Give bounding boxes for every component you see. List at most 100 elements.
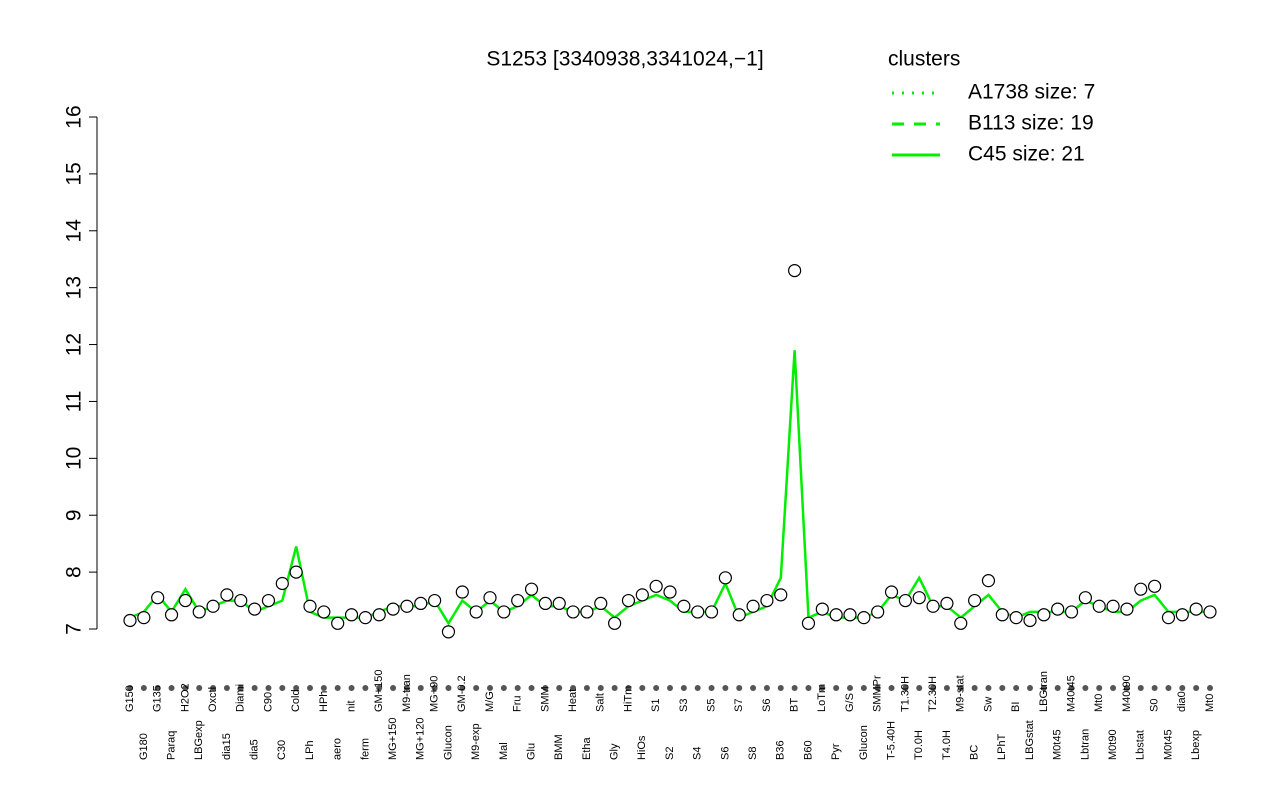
data-point [1148,579,1162,593]
rug-dot [1193,685,1200,691]
data-point [1175,608,1189,622]
x-tick-label: MG+150 [387,718,399,761]
rug-dot [971,685,978,691]
x-tick-label: M40t45 [1065,675,1077,712]
rug-dot [1165,685,1172,691]
x-tick-label: Pyr [830,743,842,760]
x-tick-label: B36 [775,740,787,760]
rug-dot [860,685,867,691]
x-tick-label: T2.30H [927,676,939,712]
x-tick-label: LPhT [996,733,1008,760]
data-point [524,582,539,596]
x-tick-label: S1 [650,699,662,712]
data-point [469,605,483,619]
rug-dot [348,685,355,691]
rug-dot [639,685,646,691]
x-tick-label: Lbtran [1079,729,1091,760]
data-point [1189,602,1203,616]
data-point [248,602,262,616]
data-point [926,599,940,613]
x-tick-label: SMMPr [872,675,884,712]
data-point [732,608,746,622]
data-point [594,596,608,611]
x-tick-label: Mt0 [1093,694,1105,712]
x-tick-label: S6 [761,699,773,712]
rug-dot [279,685,286,691]
cluster-line [129,350,1210,626]
x-tick-label: Sw [982,697,994,712]
data-point [677,599,691,613]
x-tick-label: G/S [844,693,856,712]
x-tick-label: aero [332,738,344,760]
data-point [1092,599,1106,613]
x-tick-label: S3 [678,699,690,712]
x-tick-label: M0t45 [1052,729,1064,760]
data-point [1051,602,1065,616]
data-point [898,593,912,608]
data-point [663,585,677,599]
data-point [428,593,442,608]
rug-dot [334,685,341,691]
data-point [968,593,982,608]
rug-dot [293,685,300,691]
rug-dot [445,685,452,691]
rug-dot [570,685,577,691]
data-point [760,593,774,608]
data-point [123,613,137,628]
y-tick-label: 10 [63,447,86,470]
rug-dot [265,685,272,691]
data-point [801,616,816,630]
x-tick-label: Oxctl [207,687,219,712]
x-tick-label: S4 [692,747,704,760]
legend-title: clusters [888,48,960,71]
data-point [1161,611,1176,625]
data-point [497,605,511,619]
data-point [843,608,857,622]
data-point [1023,613,1037,628]
x-tick-label: Salt [595,693,607,712]
data-point [940,596,954,611]
x-tick-label: M40t90 [1121,675,1133,712]
rug-dot [847,685,853,691]
rug-dot [611,685,618,691]
x-tick-label: Glu [525,743,537,760]
x-tick-label: LBGexp [193,720,205,760]
x-tick-label: Mt0 [1204,694,1216,712]
x-tick-label: dia0 [1176,691,1188,712]
rug-dot [154,685,161,691]
x-tick-label: H2O2 [179,683,191,712]
rug-dot [957,685,964,691]
x-tick-label: SMM [539,686,551,712]
x-tick-label: GM+150 [373,670,385,713]
data-point [871,605,885,619]
x-tick-label: LPh [304,740,316,760]
x-tick-label: Etha [581,736,593,760]
rug-dot [362,685,369,691]
x-tick-label: S0 [1149,699,1161,712]
rug-dot [182,685,189,691]
data-point [151,591,165,605]
rug-dot [528,685,535,691]
data-point [206,599,220,613]
x-tick-label: S2 [664,747,676,760]
data-point [178,593,192,608]
data-point [829,608,843,622]
data-point [580,605,594,619]
rug-dot [1137,685,1144,691]
x-tick-label: MG+120 [415,718,427,761]
rug-dot [999,685,1006,691]
x-tick-label: dia5 [249,739,261,760]
data-point [788,264,802,278]
rug-dot [763,685,770,691]
data-point [511,593,525,608]
x-tick-label: dia15 [221,733,233,760]
data-point [1009,611,1023,625]
data-point [1078,591,1092,605]
rug-dot [431,685,438,691]
rug-dot [514,685,521,691]
x-tick-label: M9-stat [955,675,967,712]
x-tick-label: BT [789,698,801,712]
rug-dot [583,685,590,691]
data-point [192,605,206,619]
